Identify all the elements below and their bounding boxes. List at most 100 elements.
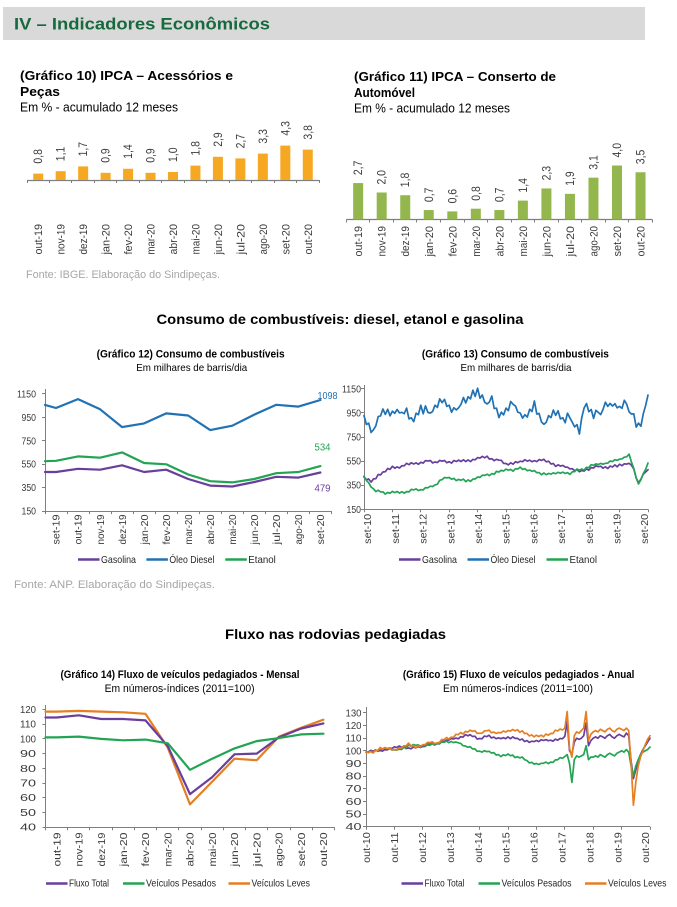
svg-text:jan-20: jan-20 — [119, 832, 130, 868]
svg-text:set-20: set-20 — [640, 513, 651, 543]
svg-text:50: 50 — [346, 810, 363, 821]
svg-text:fev-20: fev-20 — [162, 514, 173, 544]
svg-text:3,5: 3,5 — [636, 150, 648, 165]
svg-text:1,0: 1,0 — [168, 148, 180, 163]
svg-text:jul-20: jul-20 — [272, 514, 283, 546]
svg-text:set-19: set-19 — [613, 513, 624, 543]
svg-text:60: 60 — [20, 793, 37, 804]
svg-text:3,8: 3,8 — [303, 125, 315, 140]
svg-text:1,9: 1,9 — [565, 171, 577, 186]
svg-text:2,7: 2,7 — [235, 134, 247, 149]
svg-text:Óleo Diesel: Óleo Diesel — [169, 553, 214, 566]
svg-text:Veículos Pesados: Veículos Pesados — [502, 878, 572, 890]
svg-text:1,8: 1,8 — [400, 173, 412, 188]
svg-text:ago-20: ago-20 — [294, 514, 305, 544]
svg-text:Veículos Pesados: Veículos Pesados — [146, 878, 216, 890]
svg-text:Consumo de combustíveis: diese: Consumo de combustíveis: diesel, etanol … — [157, 312, 525, 327]
svg-text:out-11: out-11 — [390, 832, 401, 863]
svg-text:out-12: out-12 — [418, 832, 429, 863]
svg-text:out-19: out-19 — [52, 832, 63, 867]
svg-text:950: 950 — [22, 413, 37, 424]
svg-text:ago-20: ago-20 — [275, 832, 286, 866]
svg-text:out-13: out-13 — [446, 832, 457, 863]
svg-text:set-11: set-11 — [391, 513, 402, 543]
svg-text:(Gráfico 14) Fluxo de veículos: (Gráfico 14) Fluxo de veículos pedagiado… — [61, 669, 300, 681]
svg-text:Em números-índices (2011=100): Em números-índices (2011=100) — [443, 683, 593, 695]
svg-text:(Gráfico 15) Fluxo de veículos: (Gráfico 15) Fluxo de veículos pedagiado… — [403, 669, 635, 681]
svg-text:0,7: 0,7 — [494, 188, 506, 203]
svg-text:Em números-índices (2011=100): Em números-índices (2011=100) — [105, 683, 255, 695]
svg-text:4,0: 4,0 — [612, 143, 624, 158]
svg-text:0,6: 0,6 — [447, 189, 459, 204]
svg-text:jun-20: jun-20 — [213, 224, 225, 255]
svg-text:1,1: 1,1 — [56, 147, 68, 162]
svg-text:60: 60 — [346, 797, 363, 808]
svg-text:mar-20: mar-20 — [184, 514, 195, 544]
svg-text:80: 80 — [20, 764, 37, 775]
svg-text:abr-20: abr-20 — [168, 224, 180, 255]
svg-text:mai-20: mai-20 — [208, 832, 219, 866]
svg-text:jun-20: jun-20 — [250, 514, 261, 546]
svg-text:70: 70 — [20, 779, 37, 790]
svg-text:set-14: set-14 — [474, 513, 485, 543]
svg-text:Fluxo Total: Fluxo Total — [69, 878, 109, 890]
svg-text:4,3: 4,3 — [280, 121, 292, 136]
svg-text:80: 80 — [346, 772, 363, 783]
svg-text:out-20: out-20 — [303, 224, 315, 255]
svg-text:set-20: set-20 — [316, 514, 327, 544]
svg-text:110: 110 — [20, 720, 36, 731]
svg-text:Fonte: ANP. Elaboração do Sind: Fonte: ANP. Elaboração do Sindipeças. — [14, 579, 215, 591]
svg-text:set-16: set-16 — [529, 513, 540, 543]
svg-text:out-20: out-20 — [641, 832, 652, 863]
svg-text:1150: 1150 — [342, 384, 361, 395]
svg-text:set-12: set-12 — [419, 513, 430, 543]
svg-text:mai-20: mai-20 — [191, 224, 203, 255]
svg-text:nov-19: nov-19 — [75, 832, 86, 866]
svg-text:70: 70 — [346, 784, 363, 795]
svg-text:dez-19: dez-19 — [97, 832, 108, 866]
svg-text:out-20: out-20 — [636, 226, 648, 257]
svg-text:2,0: 2,0 — [377, 170, 389, 185]
svg-text:set-17: set-17 — [557, 513, 568, 543]
svg-text:Gasolina: Gasolina — [422, 554, 457, 566]
svg-text:abr-20: abr-20 — [206, 514, 217, 544]
svg-text:set-19: set-19 — [52, 514, 63, 544]
svg-text:2,9: 2,9 — [213, 132, 225, 147]
svg-text:1,4: 1,4 — [123, 144, 135, 159]
svg-text:Em milhares de barris/dia: Em milhares de barris/dia — [461, 362, 572, 374]
svg-text:nov-19: nov-19 — [56, 224, 68, 255]
svg-text:90: 90 — [346, 759, 363, 770]
svg-text:out-19: out-19 — [353, 226, 365, 257]
svg-text:jan-20: jan-20 — [424, 226, 436, 257]
svg-text:100: 100 — [346, 746, 362, 757]
svg-text:IV – Indicadores Econômicos: IV – Indicadores Econômicos — [14, 15, 270, 34]
svg-text:0,7: 0,7 — [424, 188, 436, 203]
svg-text:jul-20: jul-20 — [565, 226, 577, 258]
svg-text:jun-20: jun-20 — [541, 226, 553, 257]
svg-text:mai-20: mai-20 — [518, 226, 530, 257]
svg-text:ago-20: ago-20 — [258, 224, 270, 255]
svg-text:ago-20: ago-20 — [589, 226, 601, 257]
svg-text:out-18: out-18 — [585, 832, 596, 863]
svg-text:0,8: 0,8 — [471, 186, 483, 201]
svg-text:set-10: set-10 — [363, 513, 374, 543]
svg-text:550: 550 — [347, 457, 362, 468]
svg-text:0,9: 0,9 — [146, 148, 158, 163]
svg-text:(Gráfico 10) IPCA – Acessórios: (Gráfico 10) IPCA – Acessórios e — [20, 68, 233, 83]
svg-text:fev-20: fev-20 — [447, 226, 459, 257]
svg-text:nov-19: nov-19 — [96, 514, 107, 544]
svg-text:Fonte: IBGE. Elaboração do Sin: Fonte: IBGE. Elaboração do Sindipeças. — [26, 269, 220, 281]
svg-text:set-18: set-18 — [585, 513, 596, 543]
svg-text:1098: 1098 — [318, 391, 338, 402]
svg-text:Veículos Leves: Veículos Leves — [252, 878, 311, 890]
svg-text:1,7: 1,7 — [78, 142, 90, 157]
svg-text:750: 750 — [347, 433, 362, 444]
svg-text:fev-20: fev-20 — [141, 832, 152, 867]
svg-text:out-19: out-19 — [74, 514, 85, 544]
svg-text:dez-19: dez-19 — [118, 514, 129, 544]
svg-text:dez-19: dez-19 — [400, 226, 412, 257]
svg-text:out-19: out-19 — [33, 224, 45, 255]
svg-text:Em % - acumulado 12 meses: Em % - acumulado 12 meses — [20, 100, 178, 115]
svg-text:1,8: 1,8 — [191, 141, 203, 156]
svg-text:jul-20: jul-20 — [235, 224, 247, 256]
